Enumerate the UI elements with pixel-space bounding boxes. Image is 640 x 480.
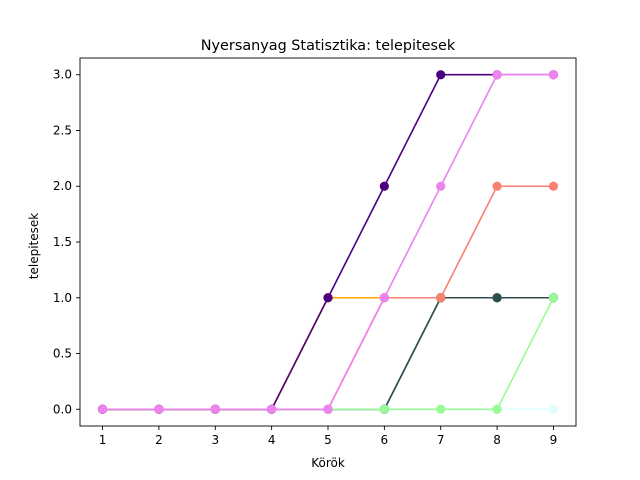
x-tick-label: 1 bbox=[99, 433, 107, 447]
data-point bbox=[379, 181, 389, 191]
data-point bbox=[492, 181, 502, 191]
data-point bbox=[492, 293, 502, 303]
x-tick-label: 8 bbox=[493, 433, 501, 447]
data-point bbox=[436, 404, 446, 414]
x-axis-label: Körök bbox=[311, 456, 345, 470]
y-tick-label: 1.5 bbox=[53, 235, 72, 249]
y-tick-label: 0.5 bbox=[53, 347, 72, 361]
x-tick-label: 7 bbox=[437, 433, 445, 447]
series-9 bbox=[97, 70, 559, 414]
y-tick-label: 1.0 bbox=[53, 291, 72, 305]
data-point bbox=[97, 404, 108, 414]
y-tick-label: 2.0 bbox=[53, 179, 72, 193]
data-point bbox=[492, 70, 502, 80]
x-tick-label: 5 bbox=[324, 433, 332, 447]
data-point bbox=[436, 70, 446, 80]
data-point bbox=[154, 404, 164, 414]
data-point bbox=[492, 404, 502, 414]
data-point bbox=[436, 181, 446, 191]
data-point bbox=[548, 293, 559, 303]
x-tick-label: 9 bbox=[550, 433, 558, 447]
data-point bbox=[267, 404, 277, 414]
data-point bbox=[379, 293, 389, 303]
data-point bbox=[210, 404, 220, 414]
x-tick-label: 4 bbox=[268, 433, 276, 447]
data-point bbox=[548, 70, 559, 80]
y-tick-label: 0.0 bbox=[53, 402, 72, 416]
series-layer bbox=[97, 70, 559, 414]
chart-title: Nyersanyag Statisztika: telepitesek bbox=[201, 38, 456, 54]
data-point bbox=[548, 404, 559, 414]
data-point bbox=[379, 404, 389, 414]
y-tick-label: 2.5 bbox=[53, 123, 72, 137]
axes-layer: 1 2 3 4 5 6 7 8 9 0.0 0.5 1.0 1.5 2.0 2.5 3.0 bbox=[53, 57, 577, 447]
x-tick-label: 3 bbox=[211, 433, 219, 447]
data-point bbox=[323, 404, 333, 414]
x-tick-label: 6 bbox=[381, 433, 389, 447]
y-axis-label: telepitesek bbox=[27, 213, 41, 279]
x-tick-label: 2 bbox=[155, 433, 163, 447]
data-point bbox=[323, 293, 333, 303]
data-point bbox=[436, 293, 446, 303]
y-tick-label: 3.0 bbox=[53, 68, 72, 82]
data-point bbox=[548, 181, 559, 191]
